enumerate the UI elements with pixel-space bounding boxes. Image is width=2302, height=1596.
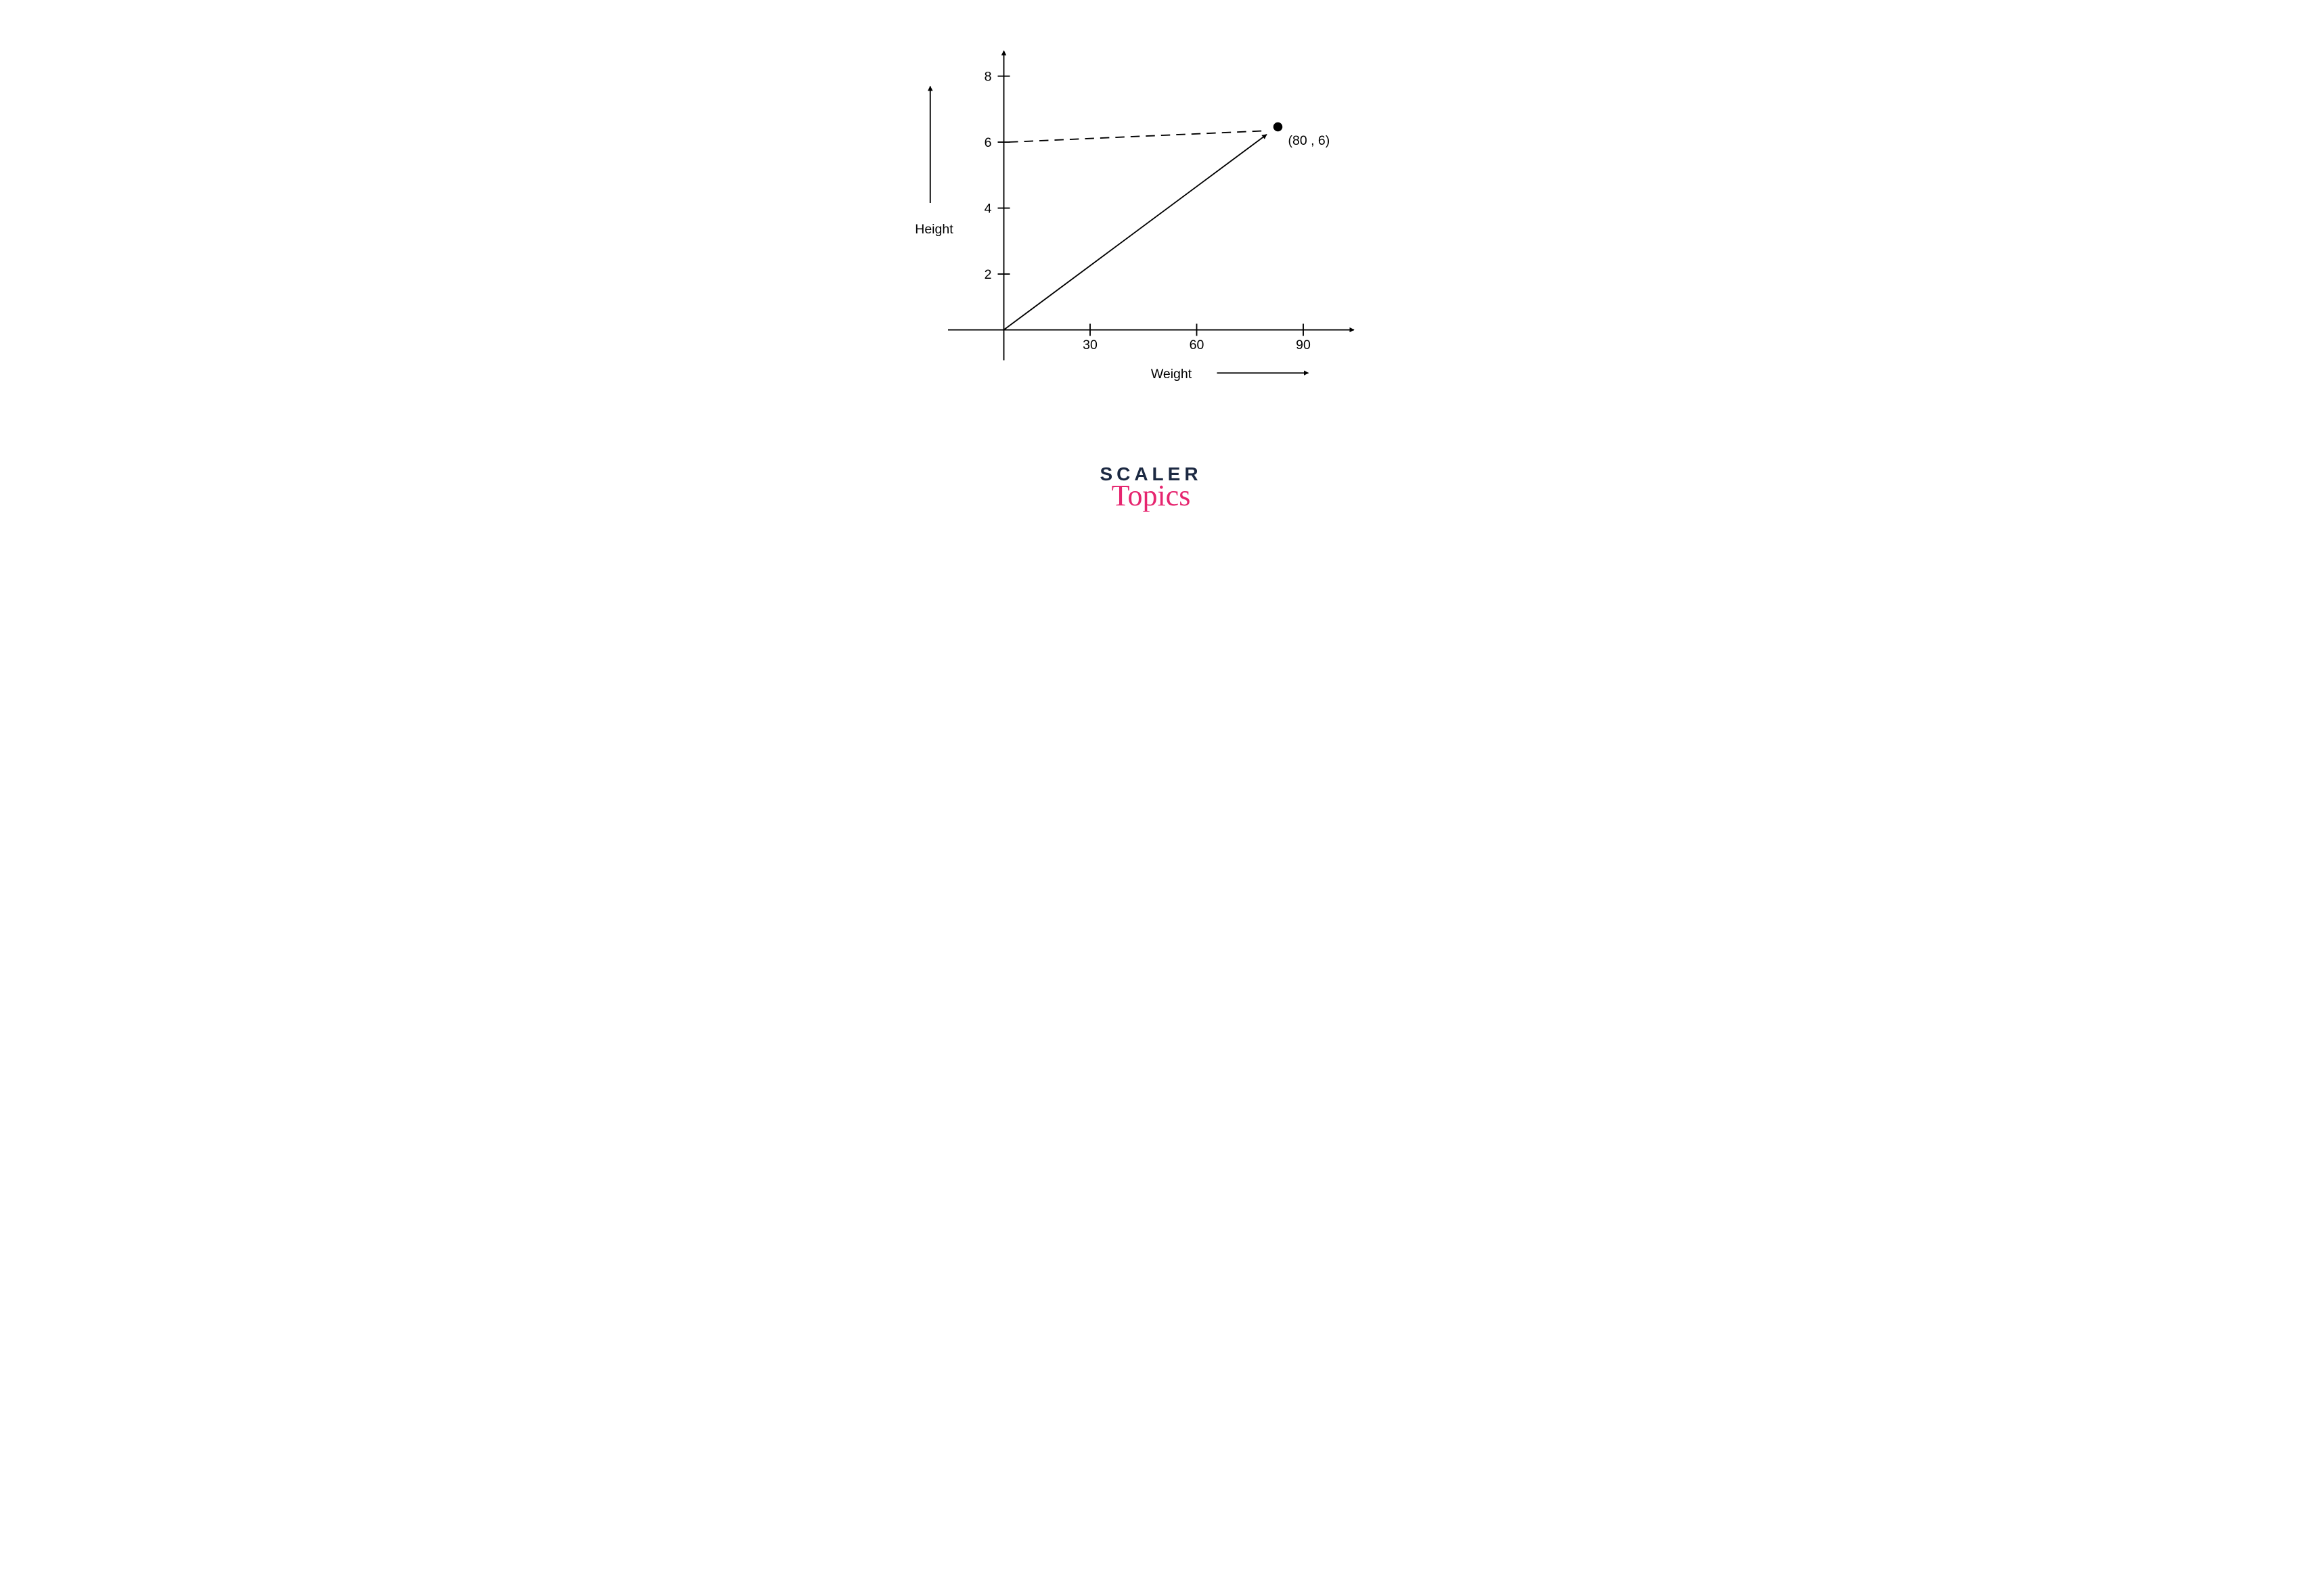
- svg-text:Height: Height: [915, 222, 953, 237]
- svg-text:90: 90: [1296, 338, 1311, 352]
- svg-text:8: 8: [985, 69, 992, 84]
- svg-text:6: 6: [985, 135, 992, 150]
- scaler-topics-logo: SCALER Topics: [1100, 463, 1202, 513]
- svg-text:2: 2: [985, 267, 992, 282]
- svg-text:(80 , 6): (80 , 6): [1288, 133, 1330, 148]
- page-container: 30 60 90 2 4 6 8 (80 , 6) Weight Height SCALER To…: [0, 0, 2302, 1596]
- svg-text:Weight: Weight: [1151, 367, 1192, 382]
- svg-text:4: 4: [985, 201, 992, 216]
- svg-text:30: 30: [1083, 338, 1098, 352]
- svg-text:60: 60: [1190, 338, 1204, 352]
- logo-line2: Topics: [1100, 478, 1202, 513]
- vector-chart: 30 60 90 2 4 6 8 (80 , 6) Weight Height: [806, 0, 1496, 457]
